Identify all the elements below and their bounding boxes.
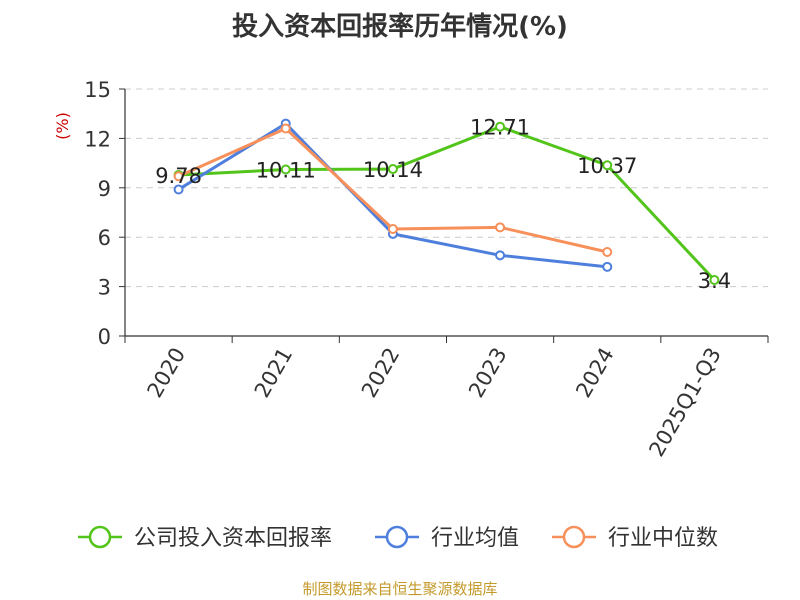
x-tick-label: 2023 [464,344,512,402]
data-point [173,171,184,182]
x-tick-label: 2024 [571,344,619,402]
data-point [495,222,506,233]
data-source-note: 制图数据来自恒生聚源数据库 [302,580,498,598]
axes: 0 3 6 9 12 15 (%) 2020 2021 2022 2023 2024 2025Q1-Q3 [53,78,769,461]
data-label: 10.14 [363,158,423,182]
y-axis-label: (%) [53,112,72,140]
y-tick-label: 15 [84,78,111,102]
x-tick-label: 2021 [250,344,298,402]
legend-marker [562,525,586,549]
series-line-1 [177,122,608,269]
series-lines [173,118,720,286]
grid-lines [125,88,768,288]
line-chart: 0 3 6 9 12 15 (%) 2020 2021 2022 2023 2024 2025Q1-Q3… [53,78,769,551]
data-point [280,164,291,175]
data-label: 9.78 [155,164,202,188]
legend-marker [88,525,112,549]
y-tick-label: 6 [98,226,111,250]
legend-item-0[interactable]: 公司投入资本回报率 [78,525,332,551]
data-point [387,164,398,175]
legend-label: 行业均值 [431,526,519,551]
data-label: 10.11 [256,159,316,183]
data-point [602,160,613,171]
data-point [602,261,613,272]
legend: 公司投入资本回报率 行业均值 行业中位数 [78,525,718,551]
y-tick-label: 0 [98,325,111,349]
y-tick-label: 9 [98,177,111,201]
x-tick-label: 2022 [357,344,405,402]
legend-item-2[interactable]: 行业中位数 [552,525,718,551]
data-label: 12.71 [470,116,530,140]
chart-title: 投入资本回报率历年情况(%) [232,12,568,42]
legend-label: 行业中位数 [608,526,718,551]
y-tick-label: 3 [98,276,111,300]
legend-item-1[interactable]: 行业均值 [375,525,519,551]
data-point [495,121,506,132]
data-point [602,247,613,258]
legend-marker [385,525,409,549]
data-point [173,184,184,195]
data-point [709,275,720,286]
data-point [495,250,506,261]
x-tick-label: 2020 [143,344,191,402]
y-tick-label: 12 [84,127,111,151]
data-label: 10.37 [577,154,637,178]
legend-label: 公司投入资本回报率 [134,526,332,551]
data-point [387,223,398,234]
x-tick-label: 2025Q1-Q3 [644,344,726,461]
data-label: 3.4 [698,269,731,293]
data-labels: 9.78 10.11 10.14 12.71 10.37 3.4 [155,116,731,293]
series-line-0 [178,125,716,282]
data-point [280,123,291,134]
